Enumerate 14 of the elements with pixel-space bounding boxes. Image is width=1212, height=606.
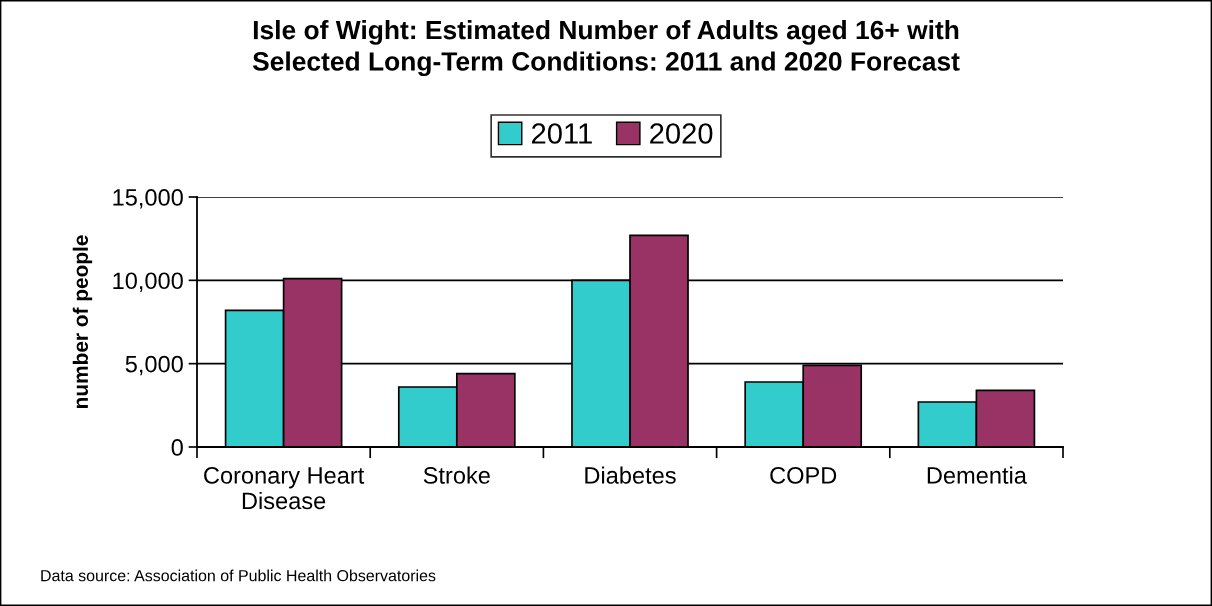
legend-label: 2020 bbox=[650, 123, 713, 144]
x-tick-label: Diabetes bbox=[585, 466, 676, 484]
x-tick-label: Stroke bbox=[423, 466, 490, 484]
legend-label: 2011 bbox=[532, 123, 592, 144]
x-tick-label: COPD bbox=[770, 467, 837, 484]
source-note: Data source: Association of Public Health Observatories bbox=[41, 569, 436, 582]
y-tick-label: 5,000 bbox=[125, 355, 183, 376]
x-tick-label: Coronary Heart Disease bbox=[204, 467, 365, 510]
y-tick-label: 15,000 bbox=[113, 189, 183, 209]
chart-title: Isle of Wight: Estimated Number of Adults aged 16+ with Selected Long-Term Conditions: 2011 and 2020 Forecast bbox=[252, 20, 960, 77]
y-axis-title: number of people bbox=[72, 235, 93, 409]
y-tick-label: 10,000 bbox=[113, 272, 183, 292]
x-tick-label: Dementia bbox=[927, 466, 1027, 484]
y-tick-label: 0 bbox=[171, 439, 183, 456]
